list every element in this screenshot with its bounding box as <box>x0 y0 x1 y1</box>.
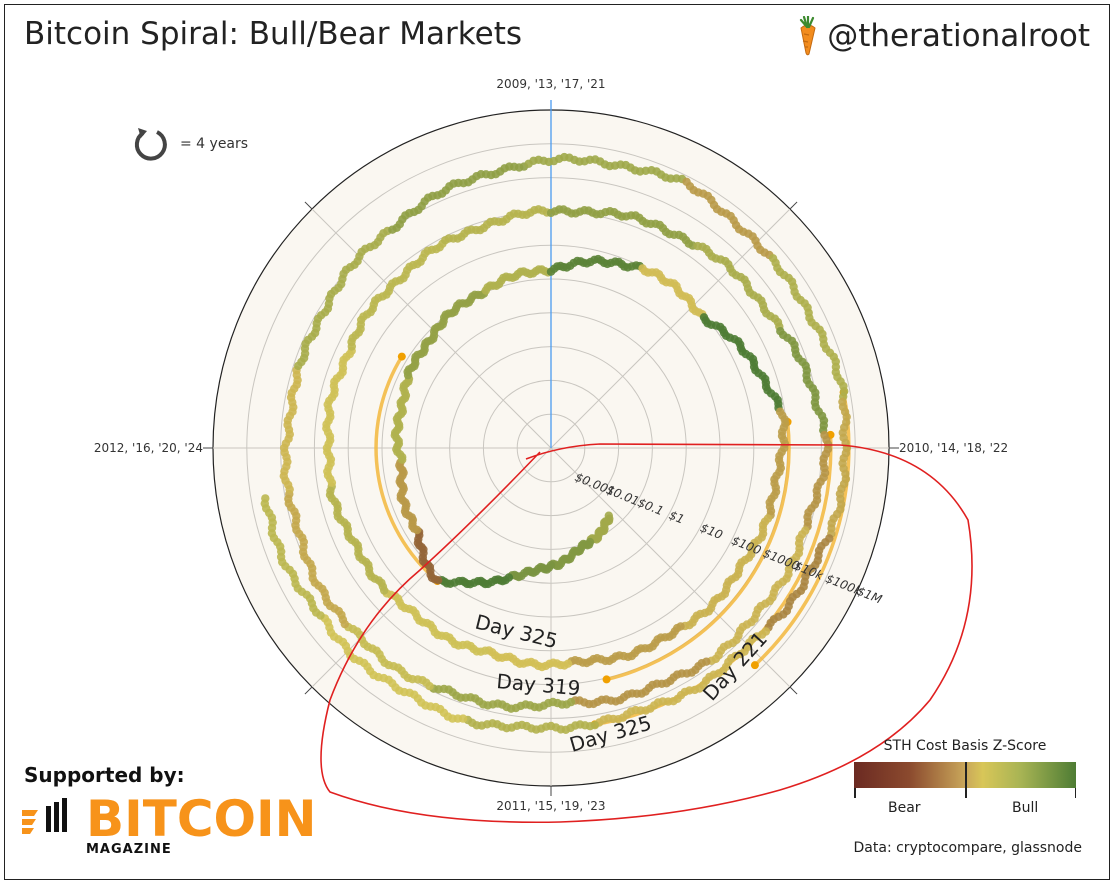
angular-label-left: 2012, '16, '20, '24 <box>94 441 203 455</box>
legend-bull: Bull <box>1012 800 1039 816</box>
angular-label-top: 2009, '13, '17, '21 <box>496 77 605 91</box>
grid-spoke <box>550 208 791 449</box>
angular-label-right: 2010, '14, '18, '22 <box>899 441 1008 455</box>
legend-title: STH Cost Basis Z-Score <box>883 738 1047 754</box>
spoke-tick <box>789 686 798 695</box>
spoke-tick <box>304 686 313 695</box>
legend-colorbar <box>854 762 1076 788</box>
carrot-icon <box>795 14 821 56</box>
data-source: Data: cryptocompare, glassnode <box>853 840 1082 856</box>
bm-sub: MAGAZINE <box>86 842 172 857</box>
spoke-tick <box>789 201 798 210</box>
bear-duration-arc <box>374 355 439 583</box>
author-handle-text: @therationalroot <box>827 18 1090 54</box>
bitcoin-magazine-logo[interactable]: BITCOIN MAGAZINE <box>22 790 317 857</box>
spiral-point <box>261 494 270 503</box>
legend-ticks <box>854 788 1076 798</box>
bm-word: BITCOIN <box>86 790 317 848</box>
legend: STH Cost Basis Z-Score Bear Bull <box>850 738 1080 818</box>
bear-duration-arc <box>606 421 791 682</box>
spoke-tick <box>304 201 313 210</box>
legend-labels: Bear Bull <box>854 798 1076 818</box>
radial-tick-label: $1M <box>855 584 885 607</box>
radial-tick-label: $1 <box>667 508 686 527</box>
arc-end-dot <box>602 675 611 684</box>
bm-stripes-icon <box>22 798 67 834</box>
legend-midline <box>965 762 967 788</box>
legend-bear: Bear <box>888 800 921 816</box>
arc-end-dot <box>750 661 759 670</box>
arc-end-dot <box>397 352 406 361</box>
red-annotation-loop <box>320 443 973 824</box>
rotation-note: = 4 years <box>180 136 249 152</box>
chart-title: Bitcoin Spiral: Bull/Bear Markets <box>24 16 523 52</box>
author-handle[interactable]: @therationalroot <box>795 14 1090 56</box>
bear-duration-arc <box>753 391 851 667</box>
supported-by-label: Supported by: <box>24 763 185 787</box>
rotation-icon <box>134 126 170 168</box>
angular-label-bottom: 2011, '15, '19, '23 <box>496 799 605 813</box>
